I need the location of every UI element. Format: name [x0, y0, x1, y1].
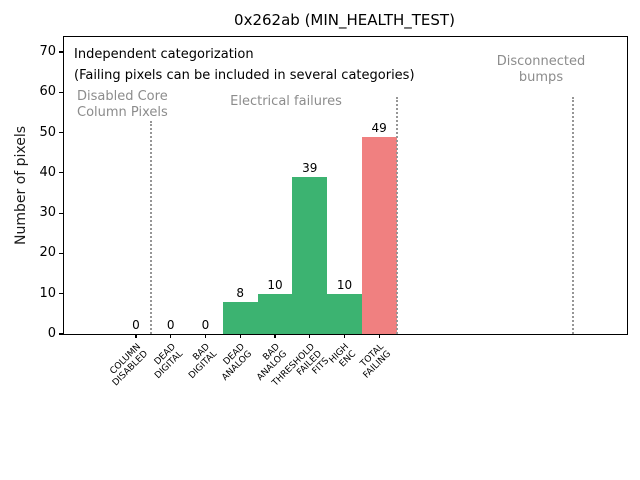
bar-value-label: 0 [201, 318, 210, 332]
y-tick-label: 50 [39, 124, 56, 140]
x-tick-mark [274, 334, 276, 338]
bar [222, 301, 258, 334]
category-separator-line [395, 97, 398, 334]
y-tick-label: 40 [39, 164, 56, 180]
y-tick-mark [59, 51, 64, 53]
x-tick-mark [204, 334, 207, 338]
region-label-disabled-core: Disabled Core Column Pixels [77, 89, 168, 120]
note-failing-pixels: (Failing pixels can be included in sever… [74, 68, 415, 83]
x-tick-mark [309, 334, 311, 338]
bar [361, 136, 397, 334]
plot-area: Independent categorization (Failing pixe… [39, 36, 628, 388]
y-tick-mark [59, 252, 64, 255]
bar-value-label: 10 [267, 277, 283, 292]
bar-value-label: 0 [166, 318, 175, 332]
y-tick-label: 60 [39, 84, 56, 100]
bar [257, 293, 293, 334]
x-tick-mark [343, 334, 346, 338]
y-tick-label: 10 [39, 285, 56, 301]
y-tick-mark [59, 293, 64, 295]
bar-value-label: 0 [132, 318, 140, 332]
bar-value-label: 49 [371, 120, 387, 135]
region-label-electrical-failures: Electrical failures [230, 94, 342, 109]
category-separator-line [572, 97, 575, 334]
chart-title: 0x262ab (MIN_HEALTH_TEST) [234, 11, 455, 29]
x-tick-mark [170, 334, 172, 338]
y-axis-label: Number of pixels [13, 125, 29, 245]
y-tick-label: 70 [39, 44, 56, 59]
region-label-disconnected-bumps: Disconnected bumps [496, 54, 586, 85]
bar [292, 176, 328, 334]
y-tick-mark [59, 172, 64, 174]
note-independent-categorization: Independent categorization [74, 47, 254, 62]
y-tick-label: 0 [47, 326, 56, 341]
y-tick-mark [59, 91, 64, 93]
y-tick-label: 20 [39, 245, 56, 261]
x-tick-mark [135, 334, 137, 338]
bar-value-label: 39 [302, 160, 318, 175]
category-separator-line [149, 121, 152, 334]
y-tick-mark [59, 333, 64, 335]
x-tick-mark [239, 334, 241, 338]
x-tick-mark [378, 334, 380, 338]
bar-value-label: 10 [336, 277, 353, 292]
bar-value-label: 8 [236, 285, 245, 300]
y-tick-mark [59, 212, 64, 214]
y-tick-label: 30 [39, 205, 56, 221]
y-tick-mark [59, 131, 64, 134]
bar [327, 293, 362, 334]
